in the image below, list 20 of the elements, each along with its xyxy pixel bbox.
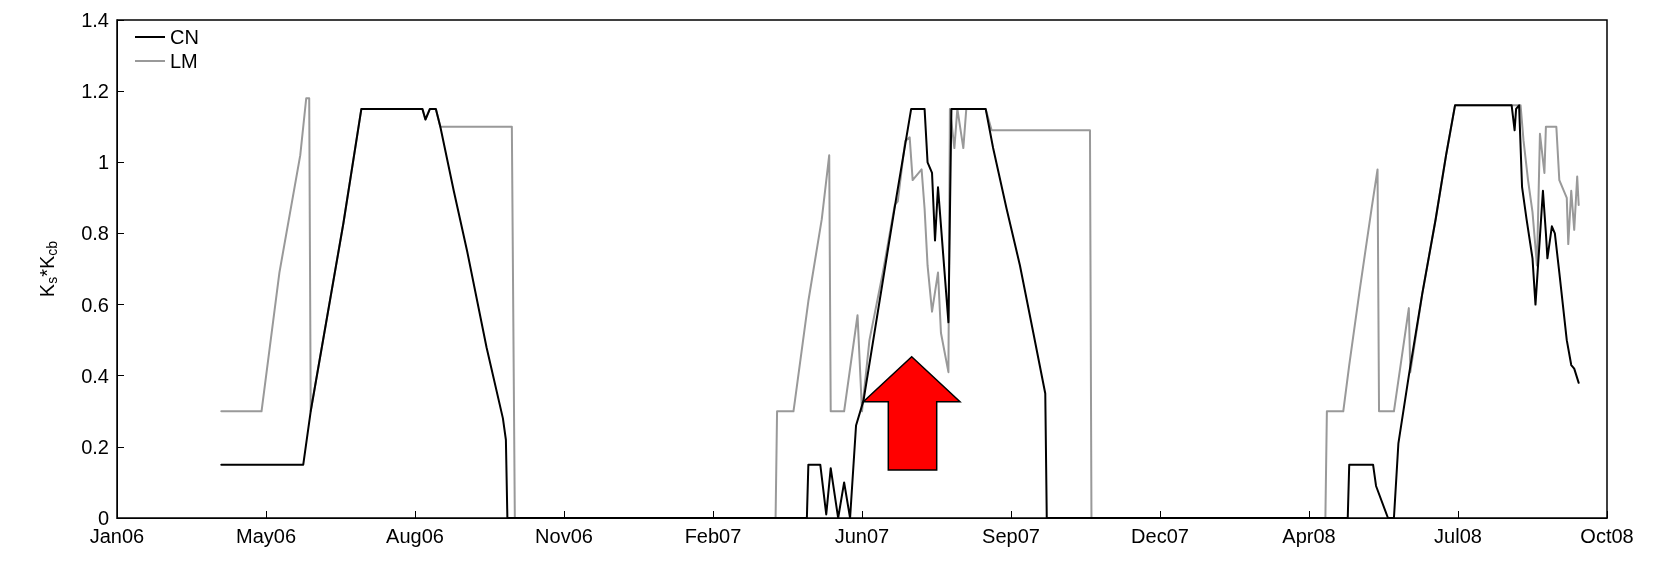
x-tick-label: Dec07 (1131, 525, 1189, 547)
y-tick-label: 0.4 (81, 364, 109, 387)
y-tick-label: 1.2 (81, 80, 109, 103)
legend-label: LM (170, 50, 198, 72)
x-tick-label: Feb07 (684, 525, 742, 547)
y-tick-label: 0.2 (81, 435, 109, 458)
x-tick-label: May06 (235, 525, 297, 547)
x-tick-label: Oct08 (1580, 525, 1634, 547)
y-tick-label: 0.6 (81, 293, 109, 316)
x-tick-label: Sep07 (982, 525, 1040, 547)
legend-label: CN (170, 26, 199, 48)
x-tick-label: Jul08 (1434, 525, 1482, 547)
y-axis-title: Ks*Kcb (36, 240, 60, 298)
x-tick-label: Nov06 (535, 525, 593, 547)
y-tick-label: 1 (97, 151, 109, 174)
y-tick-label: 0.8 (81, 222, 109, 245)
x-tick-label: Apr08 (1282, 525, 1336, 547)
y-tick-label: 1.4 (81, 9, 109, 31)
x-tick-label: Aug06 (386, 525, 444, 547)
x-tick-label: Jun07 (834, 525, 890, 547)
